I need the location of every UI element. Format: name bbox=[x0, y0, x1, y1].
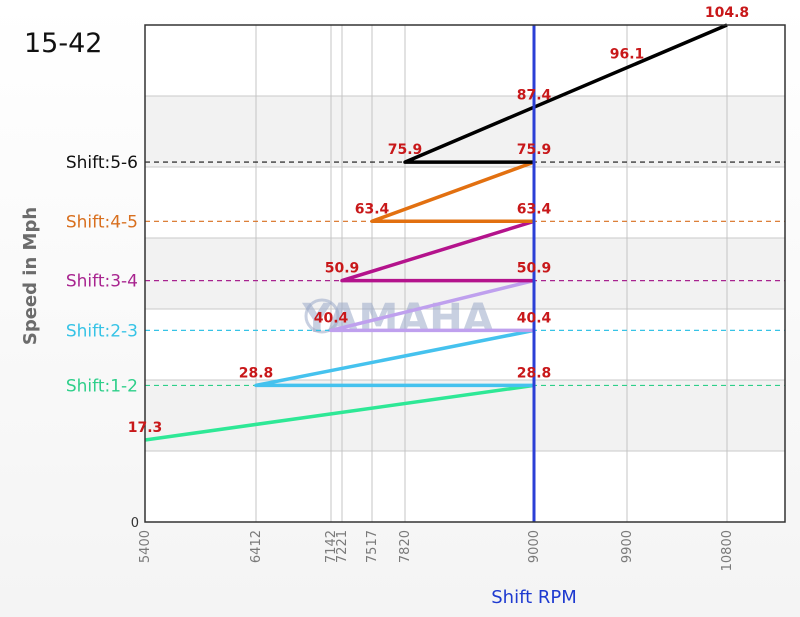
plot-area-background bbox=[145, 25, 785, 522]
plot-border bbox=[144, 24, 786, 523]
series-line bbox=[340, 219, 535, 283]
x-tick-label: 7142 bbox=[324, 530, 339, 563]
watermark-logo-icon bbox=[304, 298, 340, 334]
data-label: 75.9 bbox=[388, 142, 423, 158]
data-label: 28.8 bbox=[239, 365, 274, 381]
data-label: 96.1 bbox=[610, 46, 645, 62]
data-label: 40.4 bbox=[517, 310, 552, 326]
data-label: 50.9 bbox=[517, 261, 552, 277]
data-labels: 17.3 28.8 28.8 40.4 40.4 50.9 50.9 63.4 63.4 75.9… bbox=[128, 5, 749, 436]
x-tick-label: 10800 bbox=[720, 530, 735, 571]
series-line bbox=[370, 160, 535, 224]
series-lines bbox=[144, 23, 728, 442]
x-tick-label: 9900 bbox=[620, 530, 635, 563]
x-axis-label: Shift RPM bbox=[491, 587, 577, 608]
data-label: 63.4 bbox=[517, 201, 552, 217]
shift-label: Shift:4-5 bbox=[66, 212, 138, 232]
plot-frame bbox=[144, 24, 786, 523]
x-tick-label: 6412 bbox=[249, 530, 264, 563]
yamaha-watermark: YAMAHA bbox=[301, 296, 493, 342]
x-tick-label: 5400 bbox=[138, 530, 153, 563]
x-tick-label: 7820 bbox=[398, 530, 413, 563]
x-tick-label: 7517 bbox=[365, 530, 380, 563]
data-label: 28.8 bbox=[517, 365, 552, 381]
chart-title: 15-42 bbox=[24, 28, 102, 59]
data-label: 104.8 bbox=[705, 5, 749, 21]
x-tick-label: 7221 bbox=[335, 530, 350, 563]
shift-label: Shift:5-6 bbox=[66, 153, 138, 173]
shift-label: Shift:2-3 bbox=[66, 321, 138, 341]
shift-labels: Shift:1-2 Shift:2-3 Shift:3-4 Shift:4-5 Shif… bbox=[66, 153, 138, 396]
y-axis-label: Speed in Mph bbox=[20, 207, 41, 345]
series-line bbox=[254, 328, 535, 388]
data-label: 75.9 bbox=[517, 142, 552, 158]
y-tick-labels: 0 bbox=[131, 516, 139, 531]
data-label: 40.4 bbox=[314, 310, 349, 326]
series-line bbox=[403, 23, 728, 164]
grid-band bbox=[145, 96, 785, 167]
series-line bbox=[144, 383, 535, 442]
grid-band bbox=[145, 380, 785, 451]
shift-label: Shift:1-2 bbox=[66, 376, 138, 396]
x-tick-label: 9000 bbox=[527, 530, 542, 563]
data-label: 87.4 bbox=[517, 88, 552, 104]
data-label: 50.9 bbox=[325, 261, 360, 277]
shift-label: Shift:3-4 bbox=[66, 272, 138, 292]
series-line bbox=[329, 278, 535, 333]
data-label: 63.4 bbox=[355, 201, 390, 217]
data-label: 17.3 bbox=[128, 420, 163, 436]
y-tick-label: 0 bbox=[131, 516, 139, 531]
